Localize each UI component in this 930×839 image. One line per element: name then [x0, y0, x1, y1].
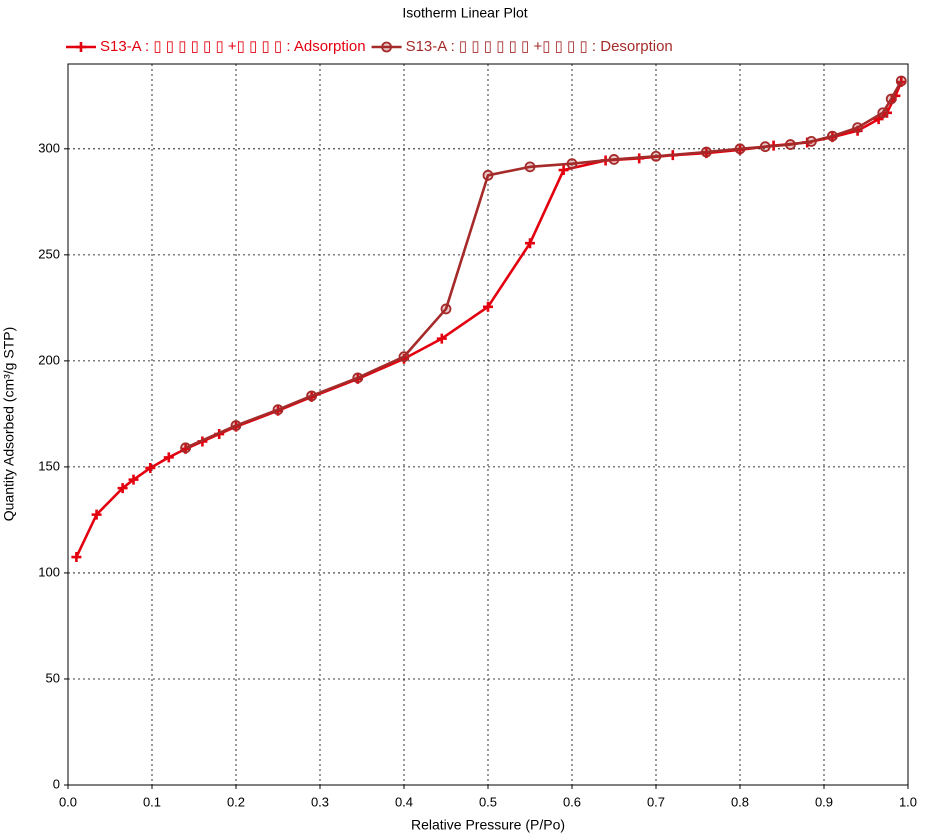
data-point	[558, 165, 569, 176]
data-point	[806, 136, 817, 147]
x-tick-label: 0.4	[395, 794, 413, 809]
data-point	[440, 303, 452, 315]
data-point	[163, 452, 174, 463]
x-tick-label: 0.7	[647, 794, 665, 809]
data-point	[71, 552, 82, 563]
data-point	[483, 301, 493, 312]
y-tick-label: 200	[38, 352, 60, 367]
data-point	[117, 483, 128, 494]
data-point	[566, 158, 578, 170]
y-tick-label: 50	[46, 670, 60, 685]
legend-marker	[381, 41, 392, 53]
x-tick-label: 0.6	[563, 794, 581, 809]
data-point	[734, 143, 746, 155]
data-point	[306, 390, 318, 402]
x-tick-label: 0.8	[731, 794, 749, 809]
data-point	[895, 75, 907, 87]
series-line	[185, 80, 903, 450]
x-tick-label: 0.3	[311, 794, 329, 809]
x-tick-label: 1.0	[899, 794, 917, 809]
y-tick-label: 0	[53, 776, 60, 791]
y-tick-label: 150	[38, 458, 60, 473]
data-point	[827, 130, 838, 142]
data-point	[91, 509, 102, 520]
data-point	[482, 169, 494, 181]
data-point	[524, 161, 536, 173]
x-tick-label: 0.9	[815, 794, 833, 809]
legend-marker	[76, 42, 86, 52]
data-point	[785, 139, 796, 150]
data-point	[885, 93, 897, 105]
data-point	[352, 372, 364, 384]
data-point	[230, 420, 242, 431]
y-tick-label: 250	[38, 246, 60, 261]
data-point	[128, 474, 139, 485]
data-point	[525, 238, 535, 249]
data-point	[436, 333, 447, 344]
series-line	[75, 81, 903, 558]
data-point	[145, 462, 156, 473]
x-tick-label: 0.0	[59, 794, 77, 809]
y-tick-label: 300	[38, 140, 60, 155]
y-axis-label: Quantity Adsorbed (cm³/g STP)	[1, 327, 17, 522]
legend-label: S13-A : ▯ ▯ ▯ ▯ ▯ ▯ +▯ ▯ ▯ ▯ : Desorptio…	[406, 38, 673, 55]
data-point	[852, 122, 863, 134]
data-point	[608, 154, 620, 165]
data-point	[759, 141, 771, 153]
x-tick-label: 0.5	[479, 794, 497, 809]
data-point	[398, 351, 410, 363]
chart-title: Isotherm Linear Plot	[402, 5, 527, 21]
data-point	[272, 404, 284, 416]
data-point	[877, 107, 889, 119]
x-tick-label: 0.2	[227, 794, 245, 809]
y-tick-label: 100	[38, 564, 60, 579]
data-point	[180, 442, 192, 454]
data-point	[701, 146, 712, 158]
legend-label: S13-A : ▯ ▯ ▯ ▯ ▯ ▯ +▯ ▯ ▯ ▯ : Adsorptio…	[100, 38, 366, 55]
x-tick-label: 0.1	[143, 794, 161, 809]
x-axis-label: Relative Pressure (P/Po)	[411, 817, 565, 833]
data-point	[650, 150, 662, 162]
